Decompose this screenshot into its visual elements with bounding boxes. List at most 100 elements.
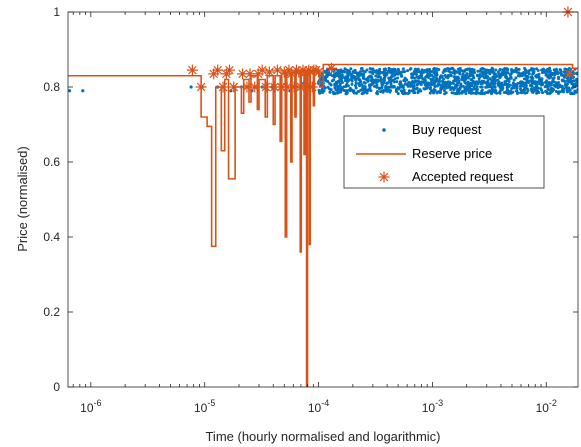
buy-request-point <box>535 87 539 91</box>
x-tick-label-base: 10 <box>422 401 436 415</box>
y-tick-label: 1 <box>53 5 60 19</box>
buy-request-point <box>394 89 398 93</box>
x-tick-label: 10-5 <box>194 398 215 415</box>
buy-request-point <box>477 80 481 84</box>
buy-request-point <box>456 88 460 92</box>
buy-request-point <box>478 75 482 79</box>
buy-request-point <box>561 79 565 83</box>
accepted-request-marker <box>195 81 207 93</box>
buy-request-point <box>435 71 439 75</box>
x-tick-label-exponent: -2 <box>549 398 557 408</box>
buy-request-point <box>539 83 543 87</box>
accepted-request-marker <box>283 64 295 76</box>
x-tick-label: 10-2 <box>536 398 557 415</box>
x-tick-label: 10-6 <box>80 398 101 415</box>
buy-request-point <box>395 80 399 84</box>
buy-request-point <box>477 77 481 81</box>
buy-request-point <box>544 73 548 77</box>
buy-request-point <box>416 67 420 71</box>
buy-request-point <box>326 73 330 77</box>
buy-request-point <box>407 89 411 93</box>
buy-request-point <box>423 81 427 85</box>
accepted-request-marker <box>293 66 305 78</box>
buy-request-point <box>568 88 572 92</box>
accepted-request-marker <box>268 81 280 93</box>
buy-request-point <box>411 75 415 79</box>
buy-request-point <box>353 75 357 79</box>
buy-request-point <box>380 89 384 93</box>
buy-request-point <box>478 69 482 73</box>
buy-request-point <box>466 76 470 80</box>
buy-request-point <box>480 85 484 89</box>
buy-request-point <box>346 79 350 83</box>
buy-request-point <box>493 72 497 76</box>
buy-request-point <box>537 75 541 79</box>
buy-request-point <box>378 70 382 74</box>
buy-request-point <box>514 66 518 70</box>
buy-request-point <box>402 88 406 92</box>
buy-request-point <box>417 79 421 83</box>
buy-request-point <box>545 81 549 85</box>
buy-request-point <box>485 68 489 72</box>
buy-request-point <box>461 75 465 79</box>
buy-request-point <box>480 89 484 93</box>
buy-request-point <box>550 87 554 91</box>
buy-request-point <box>378 67 382 71</box>
buy-request-point <box>332 73 336 77</box>
y-tick-label: 0 <box>53 380 60 394</box>
buy-request-point <box>451 66 455 70</box>
buy-request-point <box>526 70 530 74</box>
buy-request-point <box>497 80 501 84</box>
buy-request-point <box>385 82 389 86</box>
accepted-request-marker <box>281 81 293 93</box>
legend-asterisk-icon <box>378 171 390 183</box>
buy-request-point <box>551 72 555 76</box>
buy-request-point <box>466 87 470 91</box>
buy-request-point <box>365 68 369 72</box>
x-tick-label-exponent: -6 <box>94 398 102 408</box>
buy-request-point <box>565 86 569 90</box>
buy-request-point <box>556 71 560 75</box>
buy-request-point <box>497 91 501 95</box>
buy-request-point <box>424 75 428 79</box>
buy-request-point <box>498 67 502 71</box>
buy-request-point <box>552 76 556 80</box>
buy-request-point <box>563 75 567 79</box>
buy-request-point <box>354 83 358 87</box>
buy-request-point <box>333 82 337 86</box>
buy-request-point <box>417 89 421 93</box>
buy-request-point <box>461 84 465 88</box>
buy-request-point <box>404 91 408 95</box>
buy-request-point <box>519 84 523 88</box>
buy-request-point <box>540 71 544 75</box>
buy-request-point <box>524 82 528 86</box>
buy-request-point <box>472 91 476 95</box>
buy-request-point <box>524 74 528 78</box>
buy-request-point <box>505 82 509 86</box>
buy-request-point <box>389 69 393 73</box>
accepted-request-marker <box>256 64 268 76</box>
buy-request-point <box>535 90 539 94</box>
buy-request-point <box>321 89 325 93</box>
buy-request-point <box>390 75 394 79</box>
buy-request-point <box>474 87 478 91</box>
buy-request-point <box>534 85 538 89</box>
y-tick-label: 0.2 <box>43 305 60 319</box>
accepted-request-marker <box>278 66 290 78</box>
buy-request-point <box>557 75 561 79</box>
buy-request-point <box>461 72 465 76</box>
buy-request-point <box>407 80 411 84</box>
buy-request-point <box>334 84 338 88</box>
buy-request-point <box>514 89 518 93</box>
legend-buy-label: Buy request <box>412 122 482 137</box>
x-axis-label: Time (hourly normalised and logarithmic) <box>205 429 440 444</box>
buy-request-point <box>469 91 473 95</box>
buy-request-point <box>543 85 547 89</box>
buy-request-point <box>452 75 456 79</box>
buy-request-point <box>446 76 450 80</box>
buy-request-point <box>399 82 403 86</box>
buy-request-point <box>460 90 464 94</box>
buy-request-point <box>448 85 452 89</box>
buy-request-point <box>527 79 531 83</box>
accepted-request-marker <box>305 66 317 78</box>
